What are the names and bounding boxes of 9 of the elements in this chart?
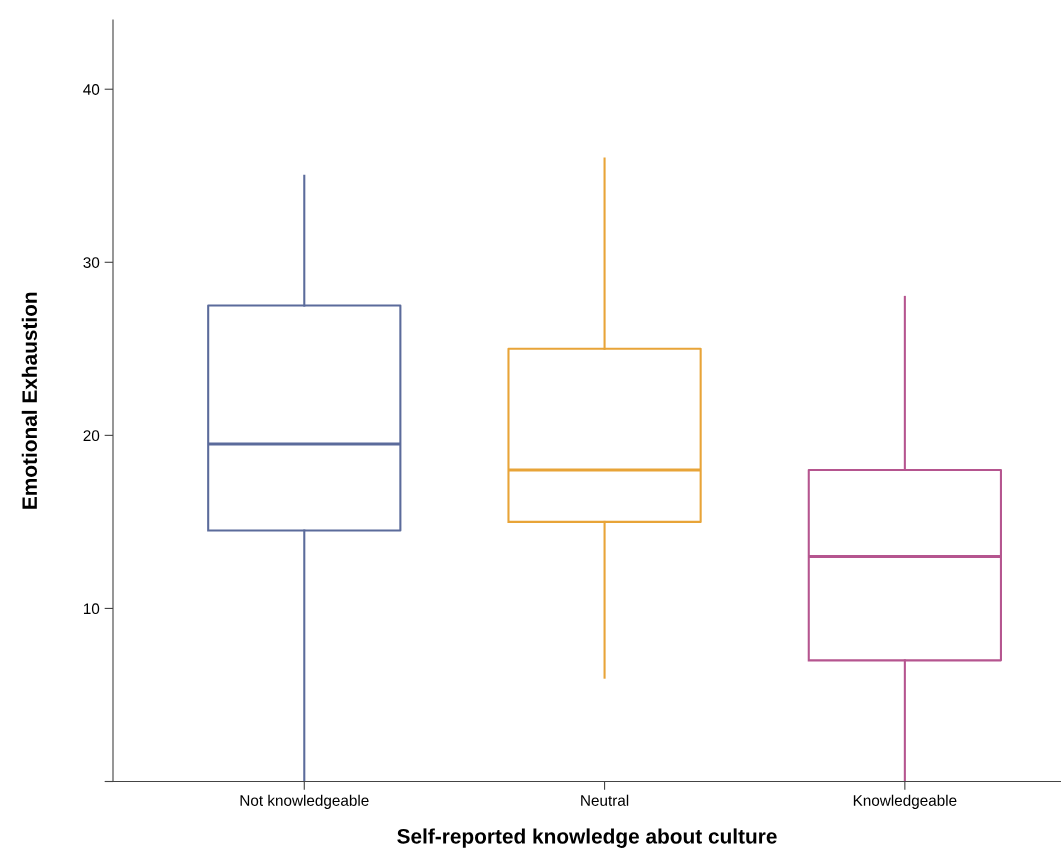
y-axis-title: Emotional Exhaustion: [21, 292, 38, 509]
y-tick-label: 40: [83, 84, 100, 95]
y-tick-label: 10: [83, 603, 100, 615]
x-tick-label: Neutral: [581, 794, 629, 806]
y-tick-label: 30: [83, 257, 100, 268]
y-tick-label: 20: [83, 430, 100, 442]
x-tick-label: Not knowledgeable: [240, 794, 369, 809]
x-axis-title: Self-reported knowledge about culture: [397, 828, 777, 848]
x-tick-label: Knowledgeable: [853, 794, 957, 809]
